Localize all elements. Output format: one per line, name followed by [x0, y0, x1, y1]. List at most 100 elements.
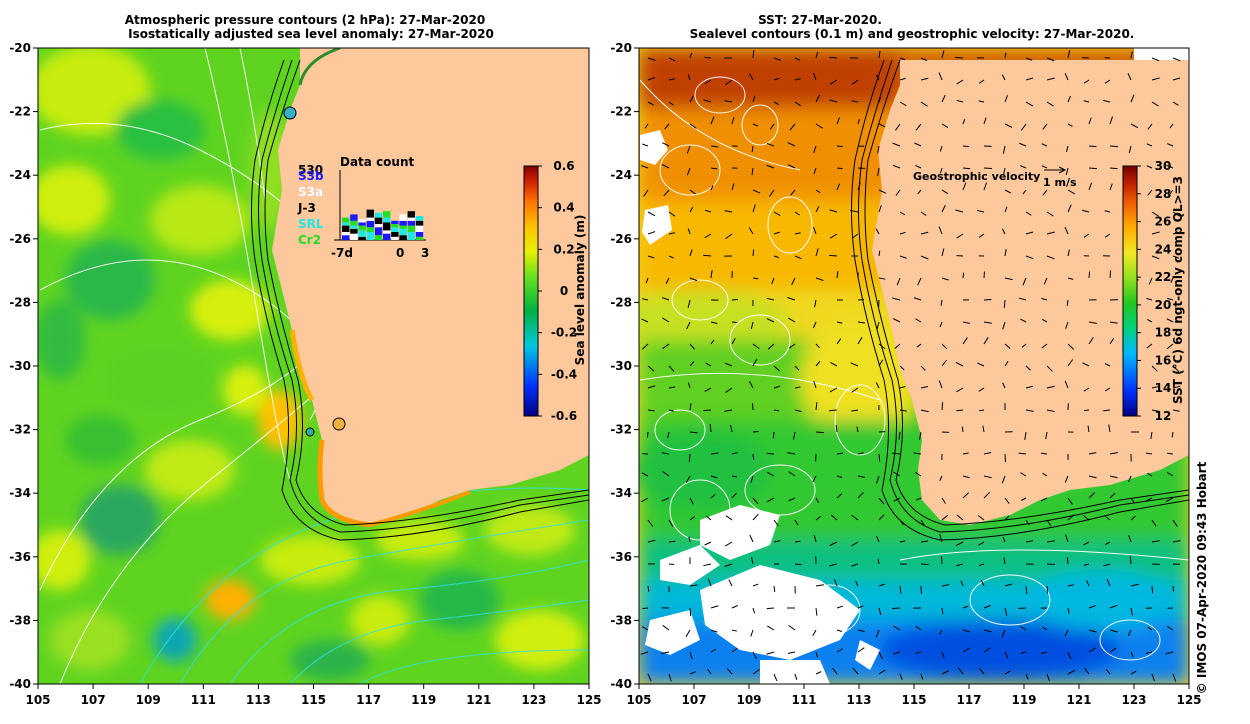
- velocity-arrow: [795, 564, 802, 565]
- right-x-tick-label: 115: [901, 693, 926, 707]
- data-count-bar-segment: [399, 226, 406, 229]
- data-count-bar-segment: [408, 232, 415, 240]
- data-count-bar-segment: [350, 221, 357, 226]
- velocity-arrow: [732, 322, 737, 323]
- data-count-bar-segment: [416, 226, 423, 232]
- left-x-tick-label: 119: [411, 693, 436, 707]
- velocity-arrow: [1110, 146, 1118, 147]
- left-x-tick-label: 105: [25, 693, 50, 707]
- data-count-bar-segment: [367, 227, 374, 232]
- data-count-bar-segment: [383, 211, 390, 217]
- data-count-bar-segment: [408, 221, 415, 226]
- velocity-arrow: [963, 146, 969, 147]
- velocity-arrow: [921, 564, 929, 565]
- velocity-arrow: [1089, 146, 1097, 147]
- sla-map: Atmospheric pressure contours (2 hPa): 2…: [9, 13, 601, 707]
- left-title-line1: Atmospheric pressure contours (2 hPa): 2…: [125, 13, 485, 27]
- satellite-legend-j-3: J-3: [297, 201, 316, 215]
- left-y-tick-label: -28: [9, 295, 31, 309]
- data-count-bar-segment: [391, 227, 398, 232]
- data-count-bar-segment: [375, 224, 382, 227]
- satellite-legend-srl: SRL: [298, 217, 324, 231]
- data-count-bar-segment: [416, 237, 423, 240]
- velocity-arrow: [837, 146, 843, 147]
- velocity-arrow: [879, 454, 880, 461]
- data-count-bar-segment: [358, 222, 365, 225]
- data-count-bar-segment: [358, 230, 365, 236]
- velocity-arrow: [669, 564, 674, 565]
- data-count-bar-segment: [367, 218, 374, 221]
- right-y-tick-label: -36: [610, 550, 632, 564]
- velocity-arrow: [1047, 586, 1048, 593]
- data-count-bar-segment: [350, 214, 357, 220]
- data-count-xlabel-zero: 0: [396, 246, 404, 260]
- sla-colorbar-tick-label: 0.6: [553, 159, 574, 173]
- velocity-arrow: [1084, 410, 1089, 411]
- velocity-arrow: [955, 57, 963, 58]
- left-x-tick-label: 121: [466, 693, 491, 707]
- data-count-xlabel-end: 3: [421, 246, 429, 260]
- velocity-arrow: [829, 255, 837, 256]
- data-count-bar-segment: [399, 221, 406, 226]
- velocity-legend-label: Geostrophic velocity: [913, 170, 1040, 183]
- sst-map: SST: 27-Mar-2020. Sealevel contours (0.1…: [610, 13, 1202, 707]
- velocity-arrow: [1089, 272, 1090, 278]
- velocity-arrow: [795, 541, 800, 542]
- data-count-bar-segment: [416, 232, 423, 237]
- sst-colorbar-tick-label: 16: [1155, 353, 1172, 367]
- right-y-tick-label: -38: [610, 613, 632, 627]
- data-count-bar-segment: [375, 227, 382, 235]
- data-count-bar-segment: [416, 221, 423, 226]
- left-y-tick-label: -38: [9, 613, 31, 627]
- left-y-axis: -20-22-24-26-28-30-32-34-36-38-40: [9, 41, 38, 691]
- velocity-arrow: [892, 608, 900, 609]
- velocity-arrow: [689, 454, 690, 462]
- right-y-tick-label: -40: [610, 677, 632, 691]
- velocity-arrow: [1004, 300, 1005, 308]
- left-x-tick-label: 123: [521, 693, 546, 707]
- velocity-arrow: [941, 556, 942, 564]
- sla-colorbar-tick-label: 0: [560, 284, 568, 298]
- velocity-arrow: [642, 608, 648, 609]
- velocity-arrow: [1173, 586, 1174, 592]
- data-count-bar-segment: [350, 226, 357, 229]
- velocity-arrow: [829, 410, 837, 411]
- data-count-bar-segment: [391, 224, 398, 227]
- data-count-bar-segment: [342, 232, 349, 235]
- data-count-title: Data count: [340, 155, 415, 169]
- left-x-tick-label: 111: [191, 693, 216, 707]
- velocity-arrow: [816, 432, 824, 433]
- tide-gauge-marker: [306, 428, 314, 436]
- data-count-bar-segment: [375, 213, 382, 218]
- right-y-tick-label: -26: [610, 232, 632, 246]
- data-count-bar-segment: [391, 221, 398, 224]
- data-count-bar-segment: [391, 232, 398, 237]
- velocity-arrow: [942, 402, 943, 410]
- right-y-axis: -20-22-24-26-28-30-32-34-36-38-40: [610, 41, 639, 691]
- data-count-bar-segment: [383, 218, 390, 223]
- right-x-tick-label: 107: [681, 693, 706, 707]
- velocity-arrow: [1110, 168, 1118, 169]
- left-y-tick-label: -32: [9, 423, 31, 437]
- data-count-xlabel-start: -7d: [331, 246, 353, 260]
- right-y-tick-label: -34: [610, 486, 632, 500]
- data-count-bar-segment: [416, 216, 423, 221]
- right-x-tick-label: 109: [736, 693, 761, 707]
- right-title-line1: SST: 27-Mar-2020.: [758, 13, 882, 27]
- left-x-tick-label: 117: [356, 693, 381, 707]
- data-count-bar-segment: [358, 226, 365, 231]
- left-y-tick-label: -26: [9, 232, 31, 246]
- data-count-bar-segment: [342, 235, 349, 240]
- sst-field: [610, 48, 1189, 684]
- left-x-tick-label: 115: [301, 693, 326, 707]
- sst-colorbar-tick-label: 22: [1155, 270, 1172, 284]
- sla-colorbar-tick-label: -0.4: [551, 367, 577, 381]
- right-x-tick-label: 113: [846, 693, 871, 707]
- tide-gauge-marker: [333, 418, 345, 430]
- right-y-tick-label: -28: [610, 295, 632, 309]
- left-x-tick-label: 109: [136, 693, 161, 707]
- sla-colorbar-label: Sea level anomaly (m): [573, 215, 587, 366]
- left-x-tick-label: 125: [576, 693, 601, 707]
